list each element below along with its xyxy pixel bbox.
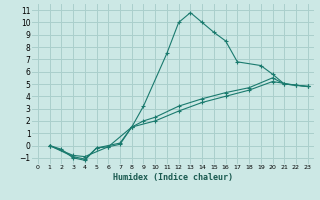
- X-axis label: Humidex (Indice chaleur): Humidex (Indice chaleur): [113, 173, 233, 182]
